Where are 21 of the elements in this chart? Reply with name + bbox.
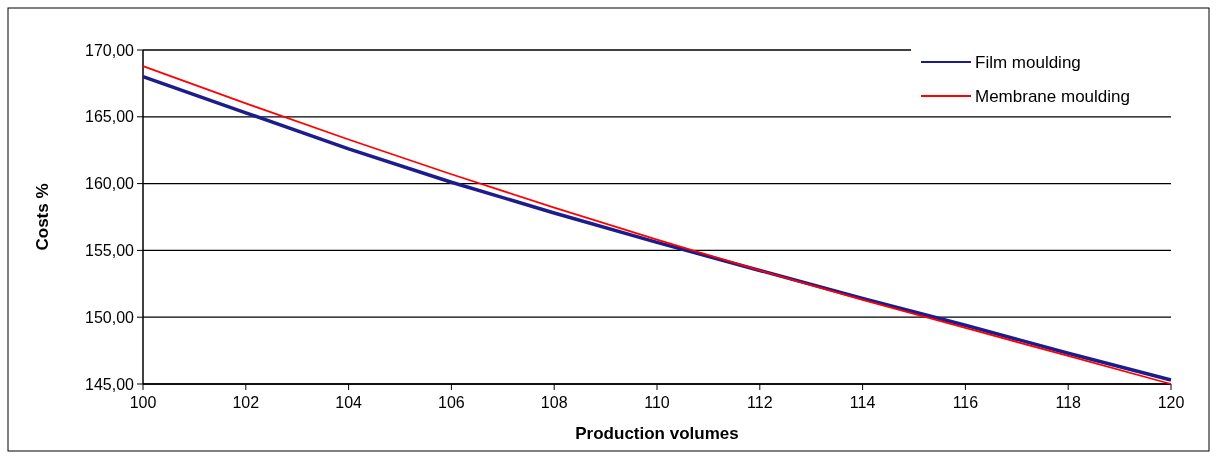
x-tick-label: 108	[540, 394, 568, 411]
x-tick-label: 114	[849, 394, 876, 411]
y-tick-label: 160,00	[85, 175, 135, 193]
x-tick-label: 112	[747, 394, 773, 411]
legend-label: Film moulding	[975, 52, 1081, 72]
x-tick-label: 104	[335, 394, 363, 411]
legend-label: Membrane moulding	[975, 86, 1130, 106]
y-tick-label: 150,00	[85, 308, 135, 326]
x-tick-label: 118	[1055, 394, 1082, 411]
x-tick-label: 100	[129, 394, 157, 411]
x-tick-label: 110	[644, 394, 670, 411]
y-tick-label: 145,00	[85, 375, 135, 393]
x-tick-label: 102	[232, 394, 260, 411]
y-tick-label: 170,00	[85, 41, 135, 59]
y-axis-title: Costs %	[33, 183, 52, 251]
x-axis-title: Production volumes	[575, 424, 739, 443]
y-tick-label: 165,00	[85, 108, 135, 126]
x-tick-label: 116	[952, 394, 979, 411]
x-tick-label: 106	[438, 394, 465, 411]
y-tick-label: 155,00	[85, 242, 135, 259]
x-tick-label: 120	[1157, 394, 1185, 411]
